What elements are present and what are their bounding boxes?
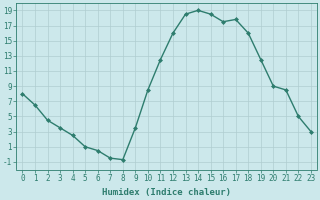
- X-axis label: Humidex (Indice chaleur): Humidex (Indice chaleur): [102, 188, 231, 197]
